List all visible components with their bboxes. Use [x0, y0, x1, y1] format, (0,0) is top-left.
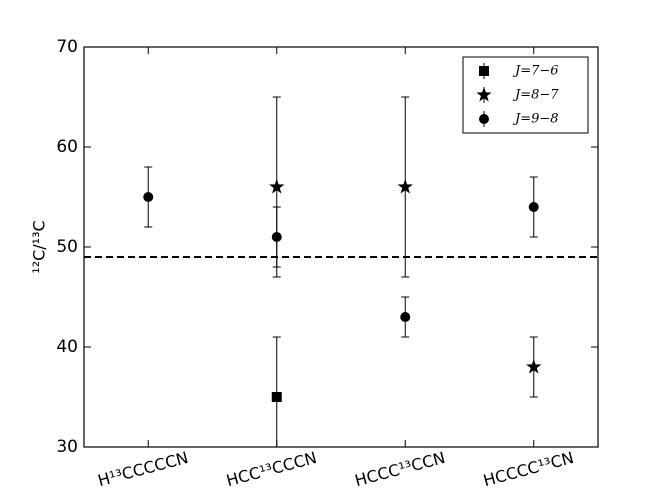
x-tick-label: HCCCC¹³CN [481, 448, 575, 490]
legend-marker [479, 114, 489, 124]
legend-marker [479, 66, 489, 76]
legend-label: J=9−8 [512, 112, 559, 127]
y-tick-label: 30 [56, 437, 78, 457]
x-tick-label: H¹³CCCCCN [96, 448, 190, 490]
data-point [528, 202, 539, 212]
legend-marker [476, 87, 492, 102]
data-point [271, 232, 282, 242]
legend-label: J=7−6 [512, 64, 559, 79]
y-tick-label: 70 [56, 37, 78, 57]
data-point [400, 312, 411, 322]
y-tick-label: 40 [56, 337, 78, 357]
data-point [143, 192, 154, 202]
data-point [526, 359, 542, 374]
y-tick-label: 50 [56, 237, 78, 257]
x-tick-label: HCC¹³CCCN [224, 448, 318, 490]
data-point [271, 392, 282, 402]
y-tick-label: 60 [56, 137, 78, 157]
x-tick-label: HCCC¹³CCN [353, 448, 447, 490]
plot-area [84, 96, 598, 447]
y-axis-label: ¹²C/¹³C [30, 220, 49, 273]
data-point [397, 179, 413, 194]
legend-label: J=8−7 [512, 88, 559, 103]
data-point [269, 179, 285, 194]
